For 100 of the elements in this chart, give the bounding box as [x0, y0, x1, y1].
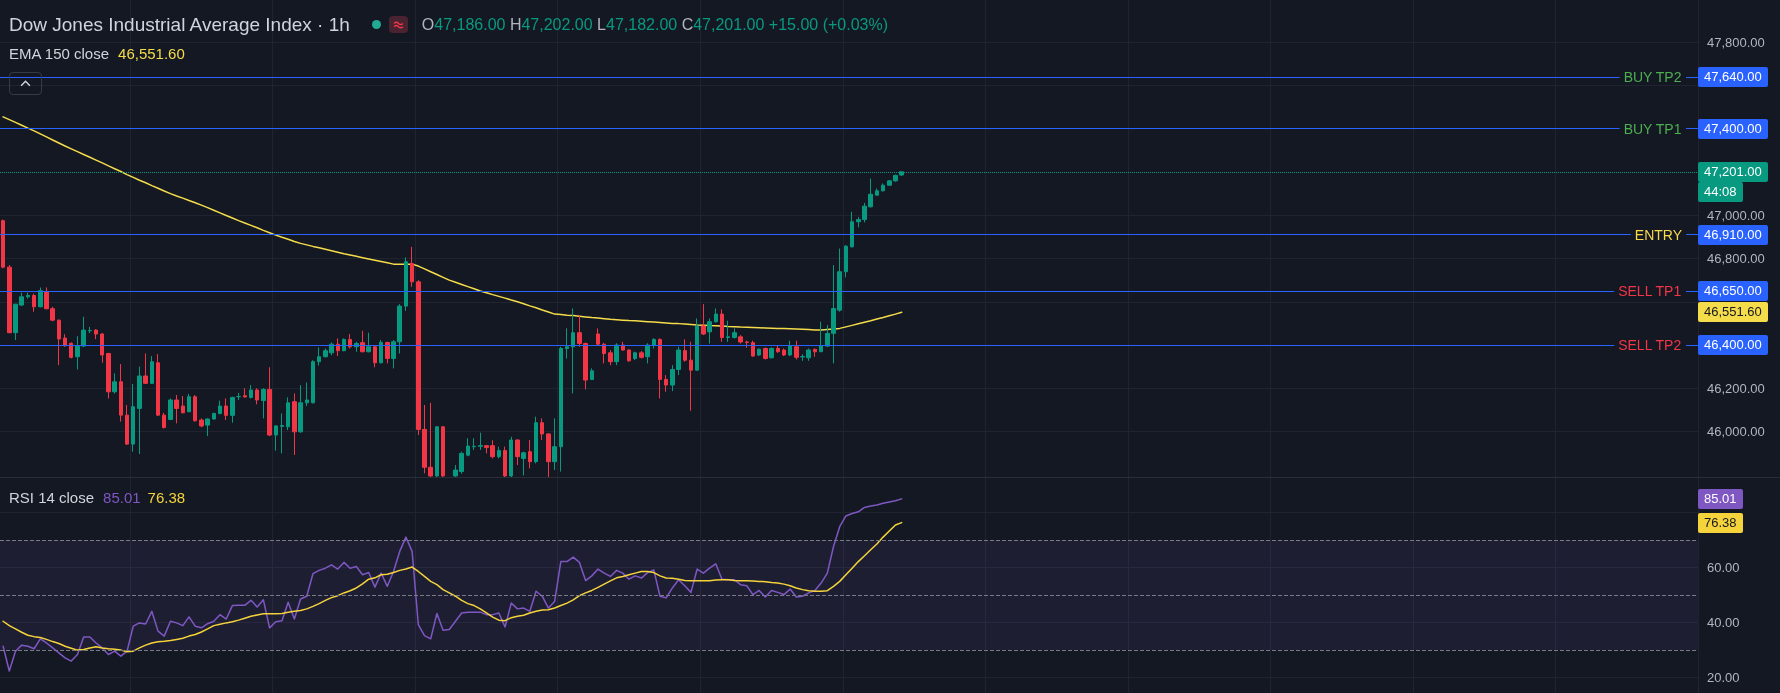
candlestick [205, 417, 210, 437]
candlestick [125, 404, 129, 446]
y-tick-label: 60.00 [1707, 560, 1740, 576]
candlestick [199, 417, 204, 428]
legend-title: EMA 150 close [9, 45, 110, 62]
candlestick [875, 187, 879, 197]
candlestick [881, 182, 885, 192]
candlestick [534, 416, 538, 464]
candlestick [497, 446, 501, 459]
candlestick [230, 396, 235, 424]
text: 46,400.00 [1698, 335, 1768, 356]
candlestick [850, 211, 854, 248]
candlestick [521, 451, 526, 476]
candlestick [745, 340, 749, 349]
candlestick [311, 359, 315, 404]
candlestick [305, 381, 309, 407]
candlestick [614, 342, 619, 366]
text: 47,640.00 [1698, 66, 1768, 87]
candlestick [552, 417, 557, 471]
candlestick [119, 363, 123, 423]
candlestick [156, 353, 160, 417]
candlestick [695, 317, 699, 372]
candlestick [689, 341, 693, 412]
candlestick [658, 337, 662, 399]
candlestick [162, 412, 166, 430]
y-tick-label: 40.00 [1707, 615, 1740, 631]
candlestick [131, 383, 135, 453]
text: 44:08 [1698, 181, 1743, 202]
candlestick [763, 346, 768, 361]
text: 47,400.00 [1698, 118, 1768, 139]
candlestick [69, 341, 73, 359]
candlestick [590, 367, 594, 381]
candlestick [707, 317, 712, 345]
candlestick [441, 425, 445, 477]
text: 46,551.60 [118, 45, 185, 62]
legend-title: RSI 14 close [9, 489, 95, 506]
candlestick [404, 256, 408, 312]
candlestick [7, 264, 12, 334]
candlestick [292, 393, 297, 456]
text: SELL TP1 [1618, 282, 1682, 299]
text: 76.38 [147, 489, 186, 506]
candlestick [410, 246, 414, 288]
candlestick [720, 308, 724, 343]
candlestick [782, 348, 786, 357]
candlestick [88, 326, 92, 334]
candlestick [466, 437, 470, 457]
candlestick [280, 412, 284, 454]
candlestick [181, 395, 185, 414]
candlestick [261, 387, 266, 419]
candlestick [187, 393, 191, 413]
candlestick [274, 424, 278, 452]
line-series [2, 521, 903, 653]
y-tick-label: 46,200.00 [1707, 380, 1765, 396]
text: 47,201.00 [1698, 161, 1768, 182]
candlestick [243, 387, 247, 398]
text: O47,186.00 H47,202.00 L47,182.00 C47,201.00 +15.00 (+0.03%) [421, 15, 889, 34]
candlestick [714, 307, 718, 324]
candlestick [298, 384, 303, 434]
candlestick [602, 342, 606, 364]
candlestick [546, 432, 551, 477]
candlestick [528, 439, 532, 469]
candlestick [342, 337, 346, 352]
text: BUY TP2 [1623, 68, 1682, 85]
y-tick-label: 76.38 [1698, 512, 1743, 533]
candlestick [503, 446, 507, 477]
candlestick [360, 330, 365, 353]
candlestick [94, 328, 98, 340]
candlestick [317, 346, 321, 367]
candlestick [286, 396, 290, 431]
candlestick [373, 345, 377, 368]
line-series [2, 116, 903, 331]
candlestick [652, 337, 656, 349]
candlestick [174, 394, 179, 424]
candlestick [212, 412, 216, 420]
candlestick [224, 397, 228, 421]
text: SELL TP2 [1618, 337, 1682, 354]
candlestick [168, 397, 173, 421]
y-tick-label: 46,800.00 [1707, 251, 1765, 267]
text: 46,650.00 [1698, 280, 1768, 301]
candlestick [38, 287, 43, 308]
candlestick [751, 340, 755, 358]
candlestick [218, 400, 222, 415]
candlestick [385, 341, 390, 364]
candlestick [336, 337, 340, 357]
text: Dow Jones Industrial Average Index · 1h [9, 13, 350, 36]
candlestick [559, 346, 563, 473]
candlestick [435, 425, 439, 477]
candlestick [794, 340, 799, 361]
candlestick [1, 219, 5, 269]
candlestick [683, 338, 687, 363]
candlestick [249, 384, 253, 399]
candlestick [769, 346, 774, 359]
candlestick [819, 321, 823, 353]
candlestick [100, 332, 104, 364]
candlestick [26, 292, 30, 300]
candlestick [732, 327, 737, 340]
candlestick [565, 327, 569, 359]
y-tick-label: 47,800.00 [1707, 34, 1765, 50]
candlestick [236, 392, 241, 401]
candlestick [633, 351, 637, 361]
